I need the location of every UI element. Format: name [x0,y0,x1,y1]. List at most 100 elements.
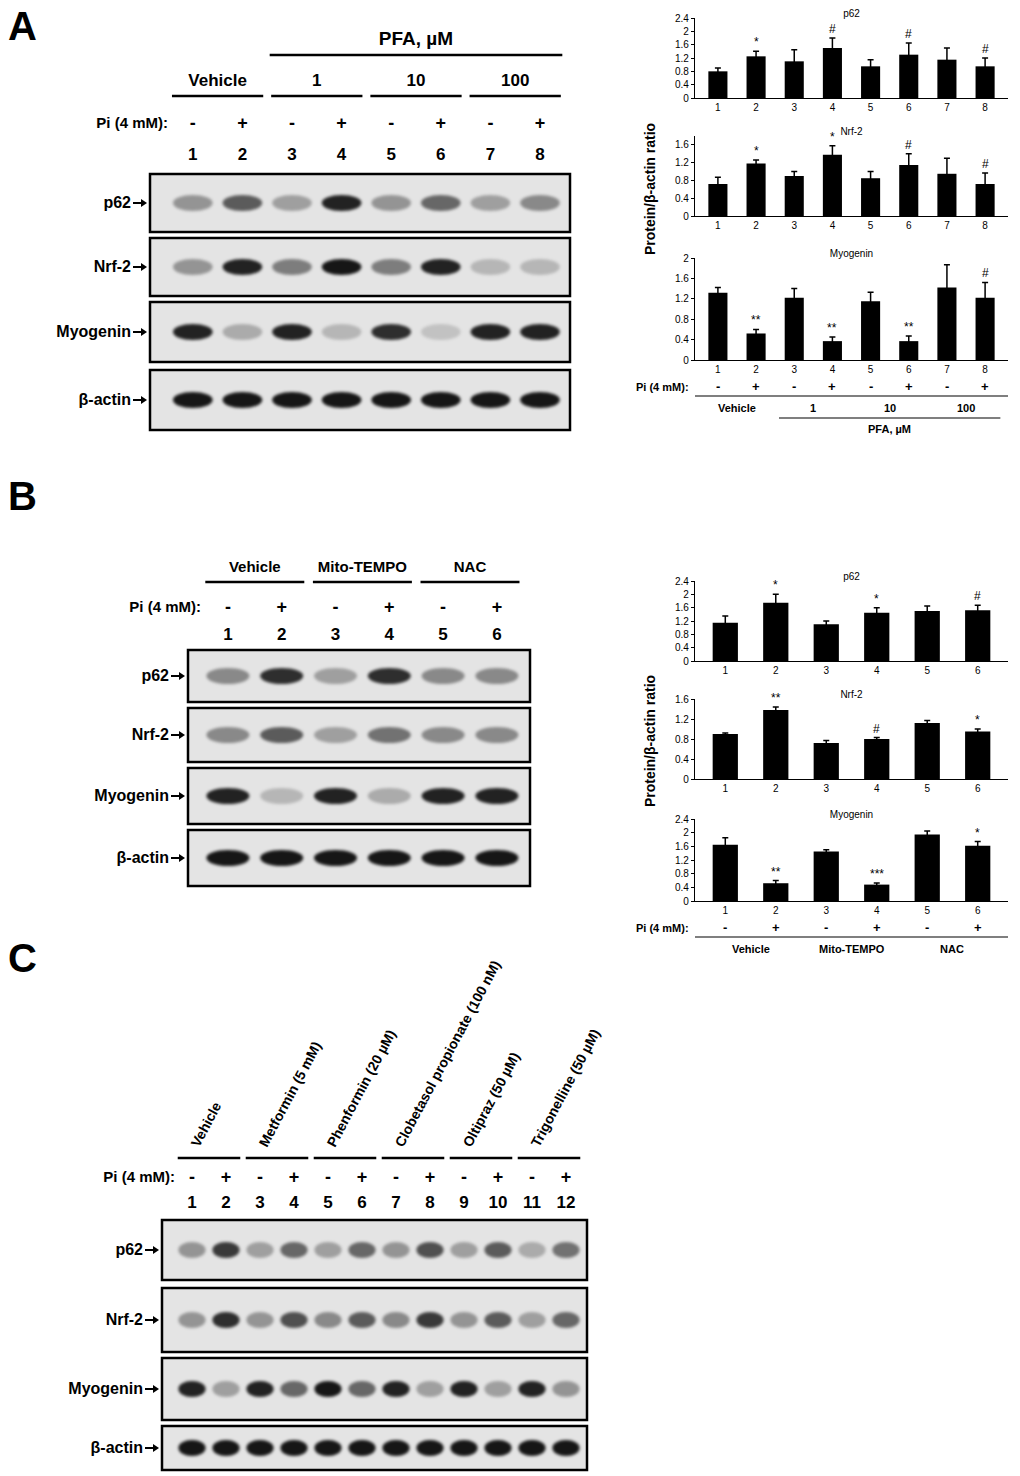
svg-text:Myogenin: Myogenin [56,323,131,340]
svg-text:7: 7 [486,145,495,164]
svg-text:-: - [925,920,929,935]
svg-text:0: 0 [683,896,689,907]
svg-text:-: - [388,113,394,133]
svg-text:*: * [754,144,759,158]
svg-text:***: *** [870,867,884,881]
svg-text:#: # [982,266,989,280]
svg-text:8: 8 [982,364,988,375]
svg-text:2: 2 [683,26,689,37]
svg-text:1: 1 [715,220,721,231]
svg-text:0: 0 [683,211,689,222]
svg-text:5: 5 [386,145,395,164]
svg-text:1.6: 1.6 [675,694,689,705]
svg-text:6: 6 [975,665,981,676]
svg-text:β-actin: β-actin [117,849,169,866]
svg-text:A: A [8,4,37,48]
svg-text:+: + [237,113,248,133]
svg-text:0: 0 [683,774,689,785]
svg-text:+: + [289,1167,300,1187]
svg-text:-: - [461,1167,467,1187]
svg-text:-: - [189,1167,195,1187]
svg-text:+: + [357,1167,368,1187]
svg-text:**: ** [904,320,914,334]
svg-text:1: 1 [715,364,721,375]
svg-text:1.2: 1.2 [675,616,689,627]
svg-text:Pi (4 mM):: Pi (4 mM): [129,598,201,615]
svg-text:β-actin: β-actin [91,1439,143,1456]
svg-text:4: 4 [874,905,880,916]
svg-text:11: 11 [523,1193,541,1212]
svg-text:10: 10 [489,1193,508,1212]
svg-text:2.4: 2.4 [675,814,689,825]
svg-text:2: 2 [683,827,689,838]
svg-text:NAC: NAC [940,943,964,955]
svg-text:1.2: 1.2 [675,157,689,168]
svg-text:p62: p62 [843,8,860,19]
svg-text:+: + [384,597,395,617]
svg-text:-: - [723,920,727,935]
svg-text:0: 0 [683,355,689,366]
svg-text:5: 5 [924,905,930,916]
svg-text:-: - [824,920,828,935]
svg-text:8: 8 [982,102,988,113]
svg-text:1: 1 [723,905,729,916]
svg-text:4: 4 [830,364,836,375]
svg-text:-: - [325,1167,331,1187]
svg-text:0.8: 0.8 [675,66,689,77]
svg-text:NAC: NAC [454,558,487,575]
svg-text:Protein/β-actin ratio: Protein/β-actin ratio [642,675,658,807]
svg-text:100: 100 [957,402,975,414]
svg-text:2: 2 [277,625,286,644]
svg-text:7: 7 [944,220,950,231]
svg-text:+: + [981,379,989,394]
svg-text:p62: p62 [141,667,169,684]
svg-text:C: C [8,936,37,980]
svg-text:**: ** [771,865,781,879]
svg-text:3: 3 [287,145,296,164]
svg-text:3: 3 [823,665,829,676]
svg-text:-: - [225,597,231,617]
svg-text:5: 5 [924,783,930,794]
svg-text:1.6: 1.6 [675,39,689,50]
svg-text:7: 7 [944,102,950,113]
svg-text:2: 2 [753,220,759,231]
svg-text:Nrf-2: Nrf-2 [106,1311,143,1328]
svg-text:Nrf-2: Nrf-2 [840,126,863,137]
svg-text:+: + [561,1167,572,1187]
svg-text:1: 1 [188,145,197,164]
svg-text:+: + [772,920,780,935]
svg-text:0.8: 0.8 [675,734,689,745]
svg-text:3: 3 [255,1193,264,1212]
svg-text:2: 2 [773,665,779,676]
svg-text:6: 6 [975,783,981,794]
svg-text:#: # [982,42,989,56]
svg-text:3: 3 [791,102,797,113]
svg-text:Myogenin: Myogenin [94,787,169,804]
svg-text:+: + [905,379,913,394]
svg-text:-: - [257,1167,263,1187]
svg-text:Vehicle: Vehicle [188,71,247,90]
svg-text:100: 100 [501,71,529,90]
svg-text:6: 6 [906,102,912,113]
svg-text:1.6: 1.6 [675,139,689,150]
svg-text:+: + [336,113,347,133]
svg-text:1: 1 [810,402,816,414]
svg-text:7: 7 [391,1193,400,1212]
svg-text:Protein/β-actin ratio: Protein/β-actin ratio [642,123,658,255]
svg-text:0.4: 0.4 [675,79,689,90]
svg-text:p62: p62 [843,571,860,582]
svg-text:6: 6 [906,220,912,231]
svg-text:4: 4 [385,625,395,644]
svg-text:8: 8 [425,1193,434,1212]
svg-text:7: 7 [944,364,950,375]
svg-text:2: 2 [773,905,779,916]
svg-text:#: # [982,157,989,171]
svg-text:Vehicle: Vehicle [229,558,281,575]
svg-text:-: - [289,113,295,133]
svg-text:4: 4 [830,220,836,231]
svg-text:3: 3 [823,905,829,916]
svg-text:5: 5 [868,364,874,375]
svg-text:1.2: 1.2 [675,714,689,725]
svg-text:Nrf-2: Nrf-2 [94,258,131,275]
svg-text:Nrf-2: Nrf-2 [840,689,863,700]
